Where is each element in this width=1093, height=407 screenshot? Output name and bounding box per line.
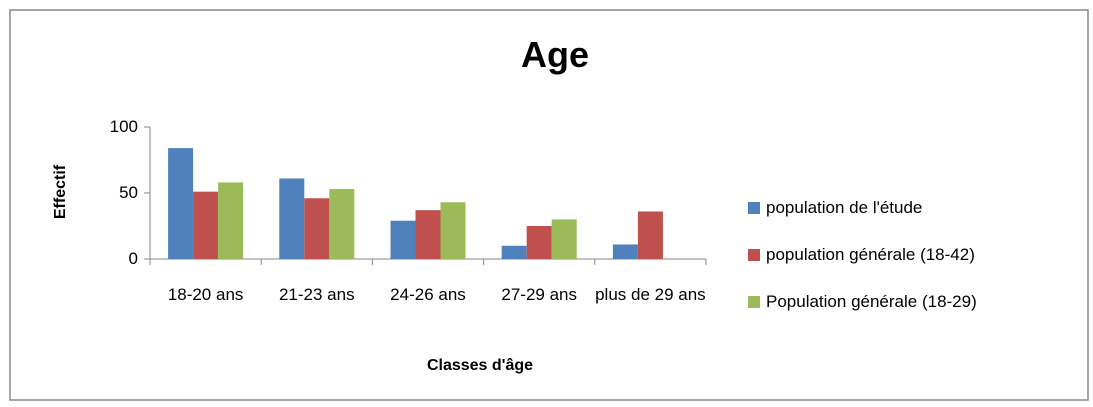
chart-title: Age [520, 34, 589, 75]
legend-swatch [748, 202, 760, 214]
y-axis-label: Effectif [52, 164, 69, 220]
legend-label: population générale (18-42) [766, 245, 975, 264]
bar [218, 182, 244, 259]
x-axis-label: Classes d'âge [426, 357, 534, 374]
bar [329, 189, 355, 259]
x-tick-label: 21-23 ans [278, 285, 355, 304]
bar [637, 211, 663, 259]
bar [390, 220, 416, 259]
bar [612, 244, 638, 259]
legend-label: population de l'étude [766, 198, 923, 217]
legend-swatch [748, 249, 760, 261]
x-tick-label: plus de 29 ans [595, 285, 706, 304]
bar [440, 202, 466, 259]
x-tick-label: 24-26 ans [390, 285, 466, 304]
x-tick-label: 27-29 ans [501, 285, 577, 304]
y-tick-label: 100 [109, 117, 138, 136]
bar [279, 178, 305, 259]
bar [415, 210, 441, 259]
bar [551, 219, 577, 259]
y-tick-label: 50 [119, 183, 138, 202]
bar [304, 198, 330, 259]
legend-swatch [748, 296, 760, 308]
bar [168, 148, 194, 259]
bar [501, 245, 527, 259]
y-tick-label: 0 [128, 249, 138, 268]
bar [526, 226, 552, 259]
bar [193, 191, 219, 259]
x-tick-label: 18-20 ans [167, 285, 244, 304]
legend-label: Population générale (18-29) [766, 292, 977, 311]
